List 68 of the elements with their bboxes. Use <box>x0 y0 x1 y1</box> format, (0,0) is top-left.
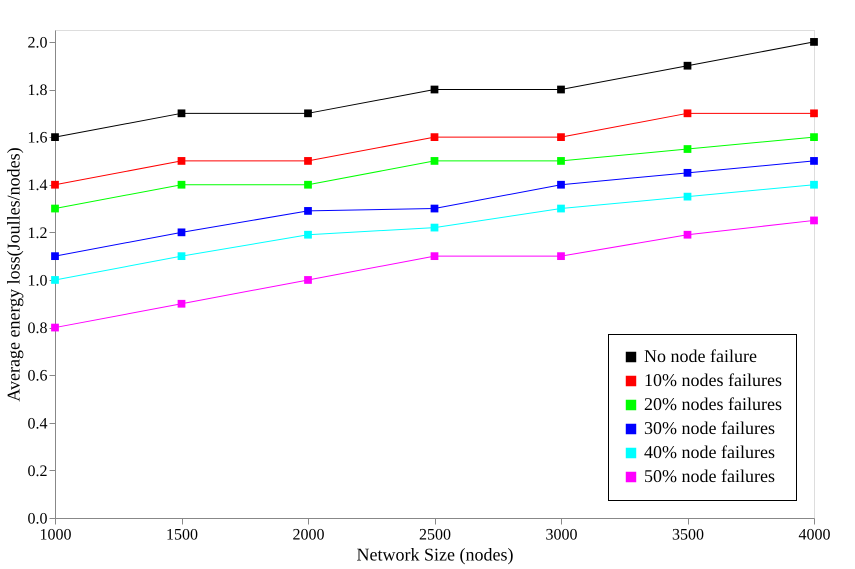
point <box>178 300 186 308</box>
point <box>304 180 312 189</box>
point <box>304 230 312 239</box>
point <box>810 133 818 141</box>
point <box>51 180 59 189</box>
x-tick-label: 1000 <box>40 526 72 544</box>
y-tick-label: 1.2 <box>28 224 48 242</box>
point <box>178 228 186 236</box>
point <box>51 324 59 332</box>
x-tick-label: 4000 <box>798 526 830 544</box>
point <box>684 168 692 177</box>
y-tick-label: 0.4 <box>28 415 48 432</box>
point <box>810 180 818 189</box>
point <box>810 157 818 165</box>
point <box>684 62 692 70</box>
legend-label: 20% nodes failures <box>644 394 782 414</box>
point <box>51 133 59 141</box>
legend-label: 30% node failures <box>644 418 775 438</box>
legend-label: 40% node failures <box>644 442 775 462</box>
point <box>51 204 59 212</box>
point <box>557 180 565 189</box>
point <box>810 216 818 224</box>
point <box>557 157 565 165</box>
point <box>810 38 818 46</box>
point <box>557 252 565 260</box>
y-tick-label: 0.6 <box>28 368 48 385</box>
point <box>684 109 692 118</box>
point <box>51 252 59 260</box>
point <box>557 86 565 94</box>
x-tick-label: 1500 <box>166 526 198 544</box>
legend-label: 50% node failures <box>644 466 775 486</box>
point <box>684 192 692 201</box>
point <box>304 157 312 165</box>
point <box>430 86 438 94</box>
x-tick-label: 3000 <box>546 526 578 544</box>
x-tick-label: 3500 <box>672 526 704 544</box>
y-tick-label: 1.8 <box>28 82 48 100</box>
legend-label: 10% nodes failures <box>644 370 782 390</box>
point <box>178 109 186 118</box>
y-tick-label: 1.6 <box>28 130 48 147</box>
y-tick-label: 1.0 <box>28 272 48 290</box>
y-tick-label: 1.4 <box>28 177 48 194</box>
point <box>557 204 565 212</box>
point <box>810 109 818 118</box>
legend-label: No node failure <box>644 346 757 366</box>
point <box>557 133 565 141</box>
point <box>684 230 692 239</box>
y-tick-label: 2.0 <box>28 34 48 52</box>
point <box>178 180 186 189</box>
point <box>304 207 312 215</box>
point <box>430 252 438 260</box>
point <box>178 157 186 165</box>
point <box>430 133 438 141</box>
point <box>430 224 438 232</box>
point <box>684 145 692 153</box>
y-tick-label: 0.0 <box>28 510 48 528</box>
point <box>178 252 186 260</box>
y-tick-label: 0.2 <box>28 462 48 480</box>
x-tick-label: 2000 <box>292 526 324 544</box>
y-axis-title: Average energy loss(Joulles/nodes) <box>4 147 24 402</box>
point <box>430 204 438 212</box>
point <box>304 109 312 118</box>
point <box>51 276 59 284</box>
point <box>304 276 312 284</box>
y-tick-label: 0.8 <box>28 320 48 338</box>
x-axis-title: Network Size (nodes) <box>356 544 514 564</box>
x-tick-label: 2500 <box>419 526 451 544</box>
point <box>430 157 438 165</box>
